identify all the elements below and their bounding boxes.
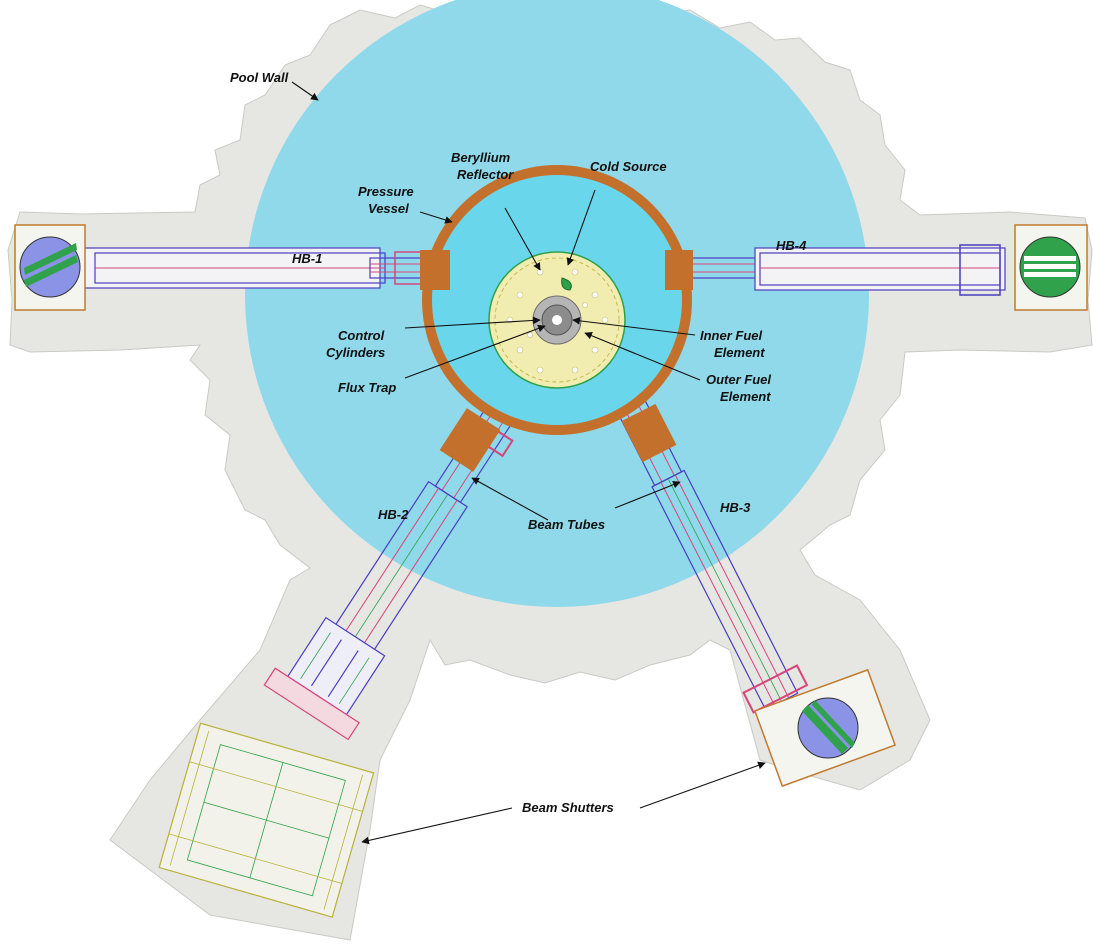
- label-inner-element: Element: [714, 345, 765, 360]
- beam-shutter-hb2: [158, 722, 375, 918]
- flux-trap: [552, 315, 562, 325]
- beam-tube-hb2: [158, 351, 549, 918]
- labels: Pool Wall Beryllium Reflector Cold Sourc…: [230, 70, 807, 815]
- beam-tube-hb3: [585, 337, 897, 788]
- label-beryllium: Beryllium: [451, 150, 511, 165]
- label-vessel: Vessel: [368, 201, 409, 216]
- label-outer-fuel: Outer Fuel: [706, 372, 771, 387]
- label-pressure: Pressure: [358, 184, 414, 199]
- label-reflector: Reflector: [457, 167, 514, 182]
- beam-tube-hb4: [599, 224, 1088, 311]
- label-hb4: HB-4: [776, 238, 807, 253]
- label-outer-element: Element: [720, 389, 771, 404]
- label-inner-fuel: Inner Fuel: [700, 328, 763, 343]
- reflector-core: [488, 251, 626, 389]
- beam-shutter-hb3: [753, 668, 897, 788]
- label-control: Control: [338, 328, 385, 343]
- label-hb2: HB-2: [378, 507, 409, 522]
- label-hb3: HB-3: [720, 500, 751, 515]
- label-cold-source: Cold Source: [590, 159, 667, 174]
- cold-source: [561, 277, 572, 291]
- label-beam-tubes: Beam Tubes: [528, 517, 605, 532]
- beam-tube-hb1: [14, 224, 511, 311]
- label-pool-wall: Pool Wall: [230, 70, 289, 85]
- label-beam-shutters: Beam Shutters: [522, 800, 614, 815]
- label-flux-trap: Flux Trap: [338, 380, 396, 395]
- label-cylinders: Cylinders: [326, 345, 385, 360]
- leader-lines: [291, 81, 766, 845]
- label-hb1: HB-1: [292, 251, 322, 266]
